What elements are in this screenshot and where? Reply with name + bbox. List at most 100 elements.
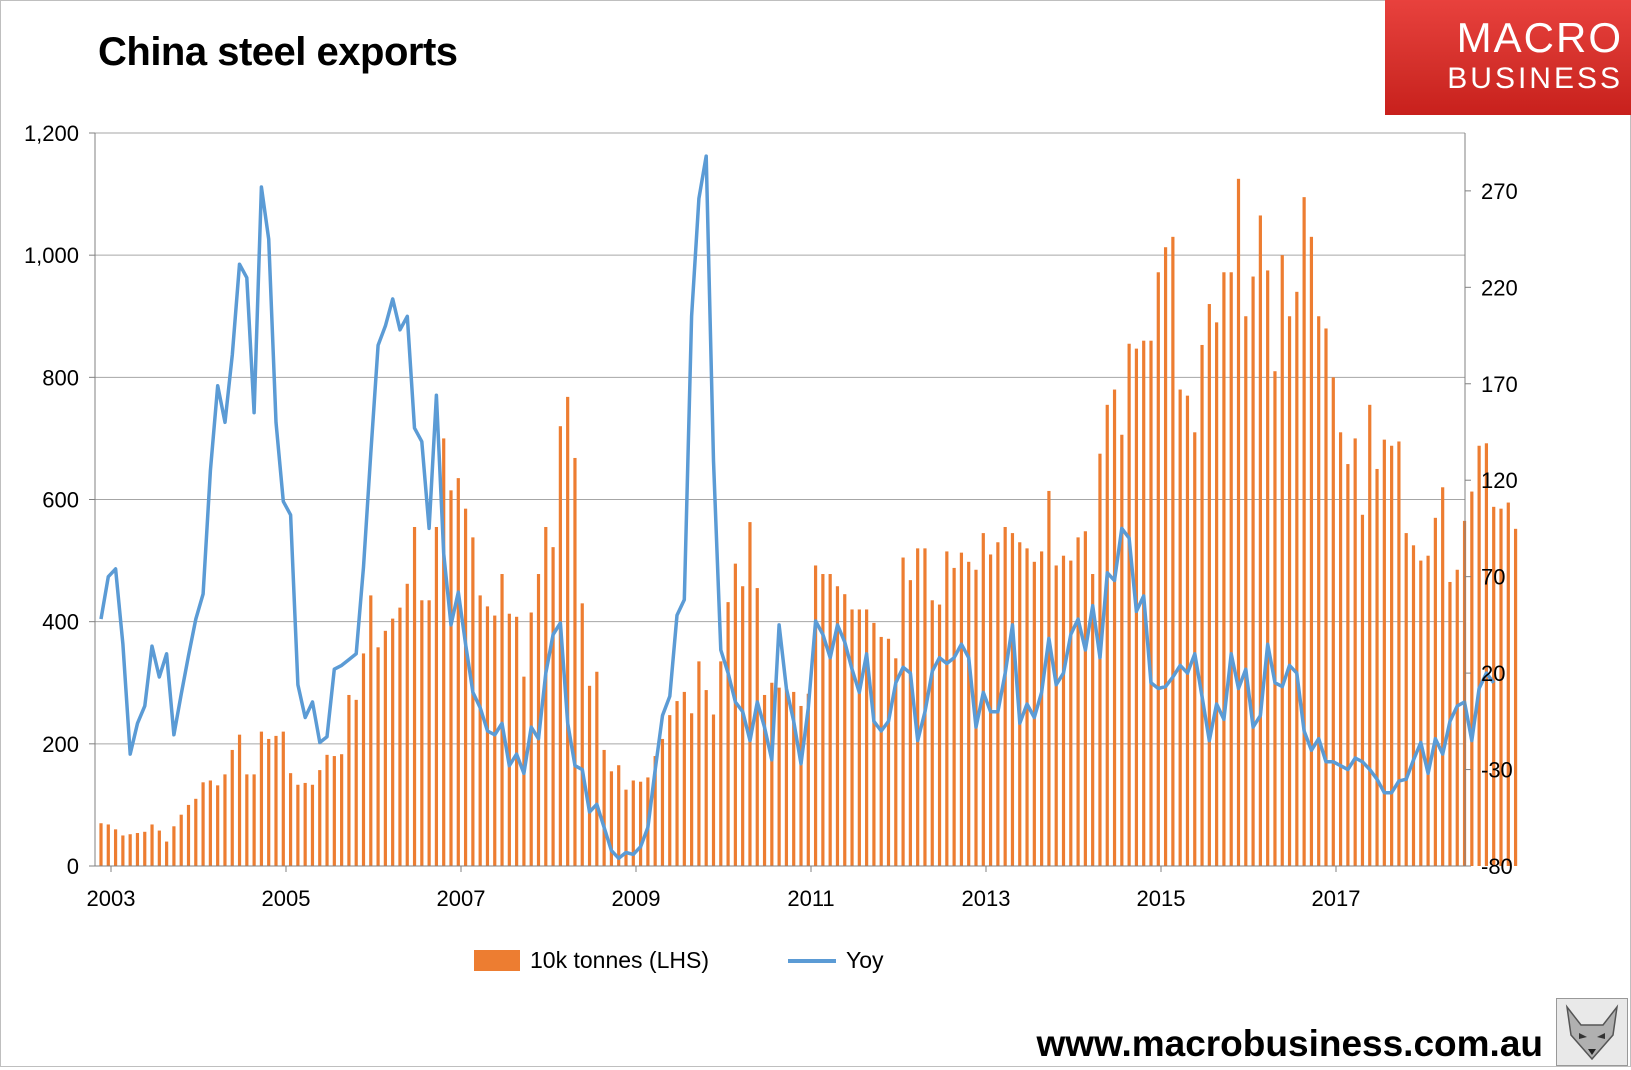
left-tick-label: 200: [42, 732, 79, 757]
bar: [1513, 528, 1518, 866]
bar: [631, 780, 635, 866]
bar: [850, 609, 854, 866]
bar: [1433, 517, 1437, 866]
bar: [427, 600, 431, 866]
bar: [398, 607, 402, 866]
bar: [1397, 441, 1401, 866]
right-tick-label: 70: [1481, 565, 1505, 590]
bar: [208, 780, 212, 866]
bar: [383, 630, 387, 866]
right-tick-label: 270: [1481, 179, 1518, 204]
bar: [1127, 343, 1131, 866]
bar: [784, 688, 789, 866]
bar: [930, 600, 934, 866]
bar: [121, 835, 125, 866]
bar: [1105, 404, 1109, 866]
bar: [1061, 555, 1066, 866]
bar: [1411, 545, 1416, 866]
bar: [551, 547, 555, 866]
x-tick-label: 2011: [787, 886, 834, 911]
bar: [412, 526, 417, 866]
bar: [1193, 432, 1197, 866]
legend-bar-swatch: [474, 950, 520, 971]
bar: [1112, 389, 1117, 866]
bar: [1368, 404, 1372, 866]
bar: [675, 701, 679, 866]
x-tick-label: 2007: [437, 886, 486, 911]
bar: [1244, 316, 1248, 866]
bar: [442, 438, 446, 866]
bar: [99, 823, 103, 866]
bar: [274, 735, 278, 866]
bar: [296, 784, 300, 866]
left-tick-label: 400: [42, 610, 79, 635]
bar: [1251, 276, 1255, 866]
bar: [821, 574, 825, 866]
bar: [1047, 490, 1051, 866]
bar: [1309, 236, 1314, 866]
bar: [1069, 560, 1073, 866]
bar: [901, 557, 905, 866]
bar: [1295, 291, 1299, 867]
bar: [354, 699, 358, 866]
bar: [638, 781, 643, 866]
bar: [536, 574, 541, 866]
bar: [267, 738, 271, 866]
legend: 10k tonnes (LHS) Yoy: [474, 947, 884, 973]
bar: [1375, 468, 1379, 866]
bar: [507, 613, 511, 866]
footer-url[interactable]: www.macrobusiness.com.au: [1036, 1023, 1543, 1064]
line-series: [99, 154, 1496, 861]
bar: [143, 831, 147, 866]
legend-bar-label: 10k tonnes (LHS): [530, 947, 709, 973]
bar: [325, 754, 329, 866]
bar: [1426, 555, 1430, 866]
left-tick-label: 0: [67, 854, 79, 879]
bar: [1185, 395, 1190, 866]
bar: [857, 609, 861, 866]
bar: [500, 574, 504, 866]
bar: [1156, 272, 1160, 866]
bar: [952, 567, 956, 866]
bar: [544, 526, 548, 866]
bar: [617, 765, 621, 866]
bar: [194, 798, 198, 866]
bar: [1163, 247, 1168, 866]
bar: [1120, 434, 1124, 866]
bar: [288, 773, 293, 866]
right-tick-label: -80: [1481, 854, 1513, 879]
bar: [1441, 487, 1445, 866]
bar: [624, 789, 628, 866]
bar: [886, 638, 891, 866]
bar: [172, 826, 176, 866]
bar: [1360, 514, 1365, 866]
bar: [1280, 255, 1284, 866]
bar: [748, 522, 752, 866]
bar: [1171, 236, 1175, 866]
x-tick-label: 2009: [612, 886, 661, 911]
bar: [1222, 272, 1226, 866]
bar: [391, 618, 395, 866]
bar: [1003, 526, 1007, 866]
bar: [230, 749, 234, 866]
x-tick-label: 2013: [962, 886, 1011, 911]
bar: [733, 563, 737, 866]
bar: [1404, 533, 1408, 866]
bar: [916, 548, 920, 866]
bar: [1302, 197, 1306, 866]
bar: [894, 658, 898, 866]
bar: [726, 602, 730, 866]
bar: [908, 580, 912, 866]
bar: [515, 616, 519, 866]
x-tick-label: 2015: [1137, 886, 1186, 911]
bar: [1083, 531, 1087, 866]
bar: [595, 671, 599, 866]
bar: [1338, 432, 1343, 866]
bar: [580, 603, 584, 866]
bar: [1098, 453, 1102, 866]
bar: [1229, 272, 1233, 866]
bar: [1010, 533, 1015, 866]
bar: [945, 551, 949, 866]
bar: [128, 834, 132, 866]
bar: [872, 622, 876, 866]
